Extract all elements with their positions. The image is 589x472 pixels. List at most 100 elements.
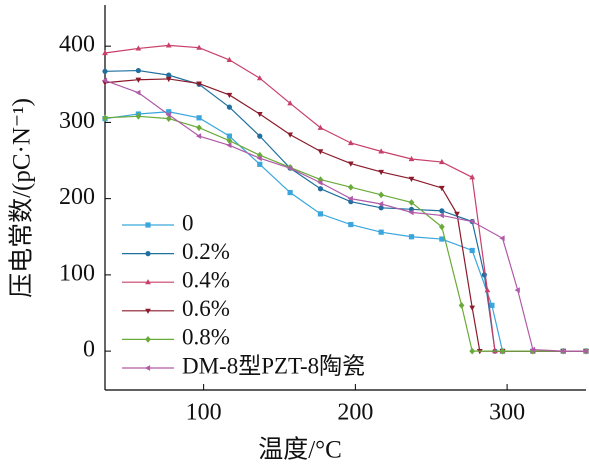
series-line [104,115,586,352]
data-point [469,347,476,355]
data-point [226,92,233,99]
data-point [439,208,445,214]
data-point [226,142,232,149]
data-point [135,45,142,51]
data-point [439,236,445,242]
data-point [348,221,354,228]
data-point [226,133,233,139]
data-point [317,179,323,186]
data-point [469,247,475,254]
data-point [257,133,263,139]
y-tick-label: 200 [59,184,95,210]
data-point [317,149,324,155]
legend-label: 0.2% [182,239,230,264]
data-point [101,77,108,84]
legend-marker [145,251,151,257]
x-tick-label: 100 [186,400,222,426]
data-point [499,235,505,242]
data-point [256,155,262,162]
data-point [484,287,491,293]
data-point [166,109,172,115]
data-point [408,155,415,162]
data-point [165,111,171,118]
series-line [104,79,586,352]
data-point [529,346,535,353]
data-point [458,301,465,309]
data-point [378,201,384,207]
data-point [226,137,233,145]
series-line [104,69,586,352]
data-point [226,104,233,110]
x-axis-label: 温度/°C [258,436,342,464]
legend-label: 0.4% [182,267,230,292]
data-point [469,218,475,225]
data-point [256,75,263,81]
data-point [378,148,385,154]
data-point [166,72,172,78]
data-point [347,161,354,167]
data-point [196,124,202,132]
data-point [317,211,324,217]
legend-label: 0.6% [182,296,230,321]
data-point [135,77,142,83]
legend-label: 0.8% [182,325,230,350]
y-tick-label: 400 [59,32,95,58]
series-line [104,44,586,352]
data-point [499,347,506,355]
legend-marker [144,365,151,371]
legend-label: 0 [182,210,194,235]
legend-marker [145,279,151,285]
y-tick-label: 100 [59,260,95,286]
data-point [256,111,263,118]
data-point [438,212,444,219]
data-point [582,348,589,354]
series-line [104,78,586,352]
data-point [347,183,354,191]
data-point [560,348,566,354]
legend-marker [145,222,151,228]
data-point [378,229,384,235]
data-point [378,191,385,199]
data-point [454,211,460,218]
data-point [286,165,293,172]
data-point [469,305,476,311]
data-point [135,89,141,96]
data-point [378,205,384,211]
data-point [514,287,520,293]
data-point [165,42,172,48]
data-point [347,195,353,202]
data-point [257,161,263,167]
data-point [408,176,415,182]
data-point [438,185,445,192]
data-point [165,76,172,83]
data-point [102,68,108,74]
data-point [408,199,415,206]
legend-marker [145,336,151,343]
data-point [489,302,495,308]
data-point [378,169,385,176]
x-tick-label: 200 [337,400,373,426]
data-point [135,67,141,74]
data-point [408,209,414,216]
data-point [256,151,263,159]
data-point [408,234,415,240]
legend-label: DM-8型PZT-8陶瓷 [182,353,365,378]
data-point [287,132,293,138]
data-point [196,44,202,50]
data-point [287,100,293,106]
data-point [102,49,108,56]
data-point [102,114,108,122]
data-point [469,174,476,180]
y-tick-label: 300 [59,108,95,134]
data-point [317,186,324,192]
data-point [347,139,354,146]
data-point [196,115,202,121]
data-point [287,189,293,196]
data-point [135,112,142,120]
data-point [317,124,324,130]
data-point [317,176,324,183]
series-line [104,111,586,352]
data-point [226,56,233,62]
legend-marker [145,308,151,314]
